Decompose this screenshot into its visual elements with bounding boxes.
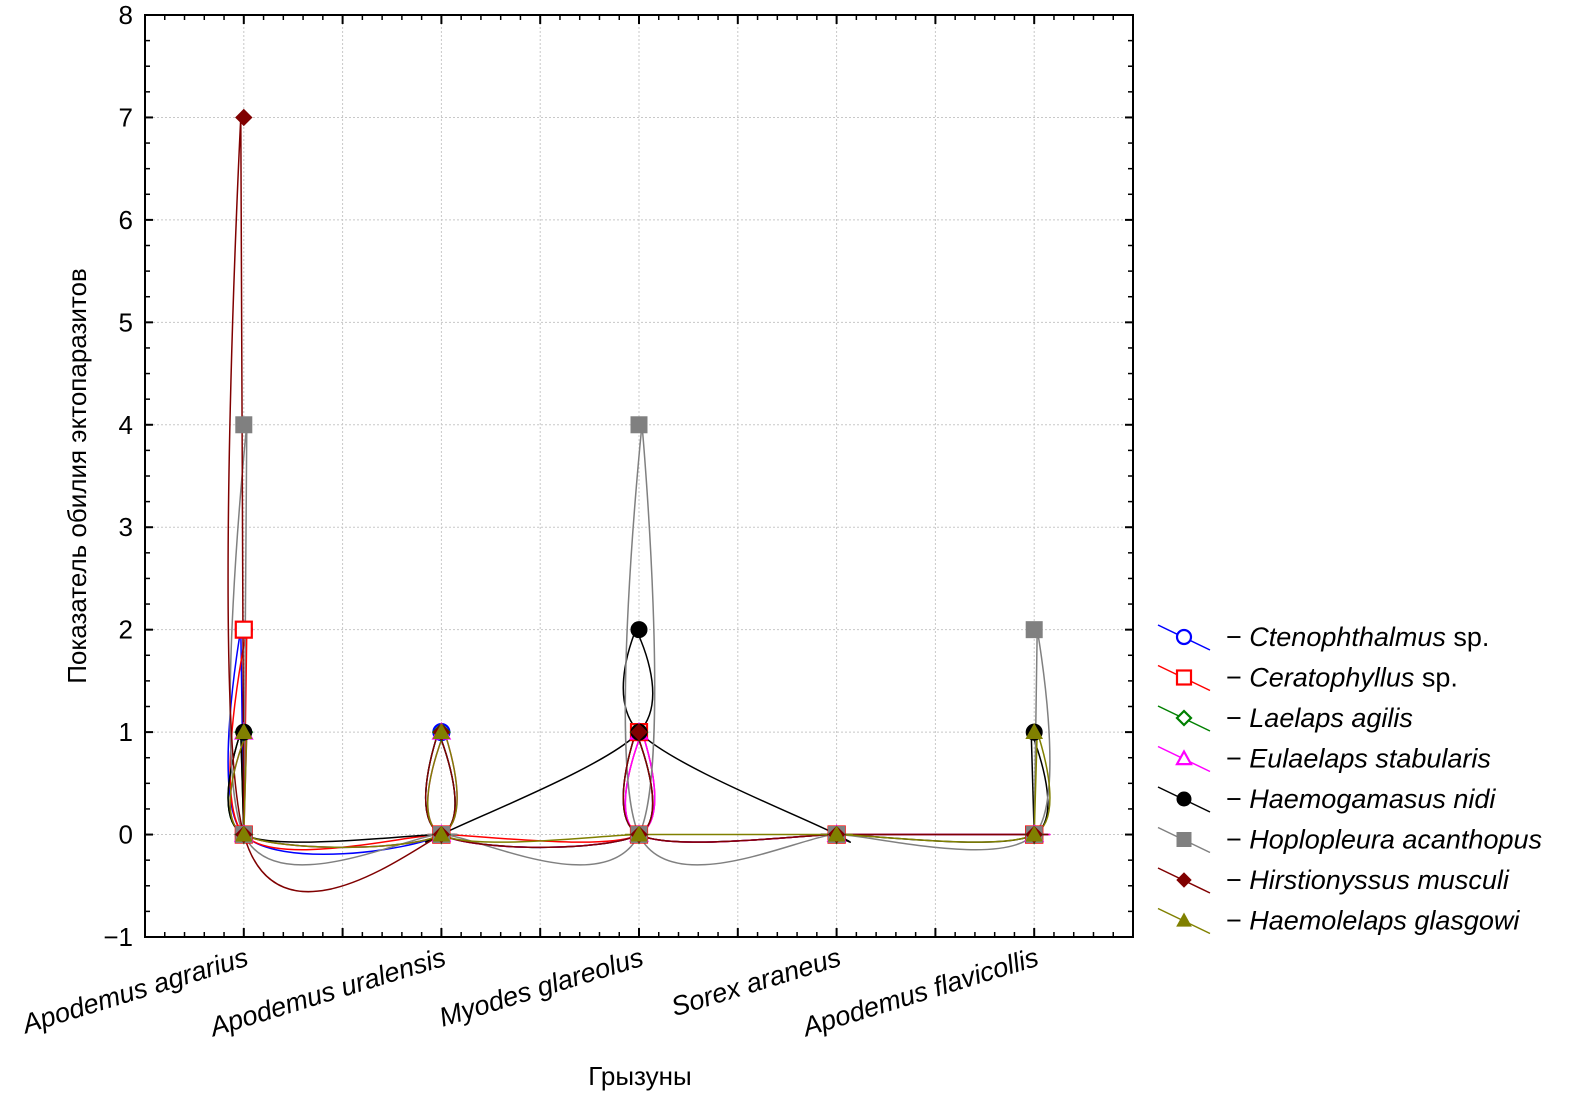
- y-tick-label: 6: [119, 205, 133, 235]
- y-tick-label: 4: [119, 410, 133, 440]
- data-point-marker: [630, 825, 648, 842]
- data-point-marker: [1025, 825, 1044, 842]
- data-point-marker: [1176, 791, 1192, 807]
- legend-label: − Hoplopleura acanthopus: [1226, 825, 1542, 855]
- legend-item: − Haemolelaps glasgowi: [1157, 906, 1520, 936]
- x-axis-title: Грызуны: [588, 1061, 691, 1091]
- data-point-marker: [630, 416, 648, 434]
- y-tick-label: 2: [119, 615, 133, 645]
- series-markers: [233, 108, 1045, 845]
- y-tick-label: −1: [103, 922, 133, 952]
- legend-item: − Ctenophthalmus sp.: [1157, 622, 1489, 652]
- data-point-marker: [1175, 628, 1193, 646]
- legend-label: − Ceratophyllus sp.: [1226, 663, 1458, 693]
- data-point-marker: [630, 723, 648, 741]
- legend-label: − Ctenophthalmus sp.: [1226, 622, 1489, 652]
- data-point-marker: [234, 723, 253, 740]
- x-category-label: Myodes glareolus: [436, 942, 647, 1033]
- data-point-marker: [234, 825, 253, 842]
- data-point-marker: [235, 416, 253, 434]
- data-point-marker: [1025, 723, 1044, 740]
- axis-ticks: [144, 14, 1134, 938]
- grid: [145, 15, 1133, 937]
- series-line: [227, 117, 1049, 893]
- legend-item: − Eulaelaps stabularis: [1157, 744, 1491, 774]
- data-point-marker: [1025, 621, 1043, 639]
- data-point-marker: [1175, 749, 1193, 766]
- legend-label: − Haemogamasus nidi: [1226, 784, 1496, 814]
- legend-label: − Eulaelaps stabularis: [1226, 744, 1491, 774]
- y-tick-label: 3: [119, 512, 133, 542]
- data-point-marker: [827, 825, 846, 842]
- y-tick-labels: −1 0 1 2 3 4 5 6 7 8: [103, 0, 133, 952]
- legend: − Ctenophthalmus sp. − Ceratophyllus sp. −…: [1157, 622, 1542, 936]
- y-axis-title: Показатель обилия эктопаразитов: [62, 268, 92, 684]
- data-point-marker: [235, 108, 253, 127]
- y-tick-label: 1: [119, 717, 133, 747]
- y-tick-label: 5: [119, 307, 133, 337]
- data-point-marker: [1175, 669, 1193, 686]
- legend-label: − Haemolelaps glasgowi: [1226, 906, 1520, 936]
- data-point-marker: [1176, 872, 1192, 888]
- legend-item: − Hirstionyssus musculi: [1157, 865, 1510, 895]
- legend-item: − Hoplopleura acanthopus: [1157, 825, 1542, 855]
- data-point-marker: [1175, 709, 1193, 727]
- data-point-marker: [432, 723, 451, 740]
- data-point-marker: [234, 620, 253, 639]
- legend-item: − Haemogamasus nidi: [1157, 784, 1496, 814]
- legend-item: − Laelaps agilis: [1157, 703, 1413, 733]
- y-tick-label: 0: [119, 820, 133, 850]
- data-point-marker: [432, 825, 451, 842]
- legend-label: − Hirstionyssus musculi: [1226, 865, 1510, 895]
- data-point-marker: [630, 621, 648, 639]
- legend-item: − Ceratophyllus sp.: [1157, 663, 1458, 693]
- y-tick-label: 8: [119, 0, 133, 30]
- series-line: [229, 424, 1051, 866]
- data-point-marker: [1176, 832, 1192, 847]
- legend-label: − Laelaps agilis: [1226, 703, 1413, 733]
- data-point-marker: [1176, 912, 1192, 927]
- y-tick-label: 7: [119, 102, 133, 132]
